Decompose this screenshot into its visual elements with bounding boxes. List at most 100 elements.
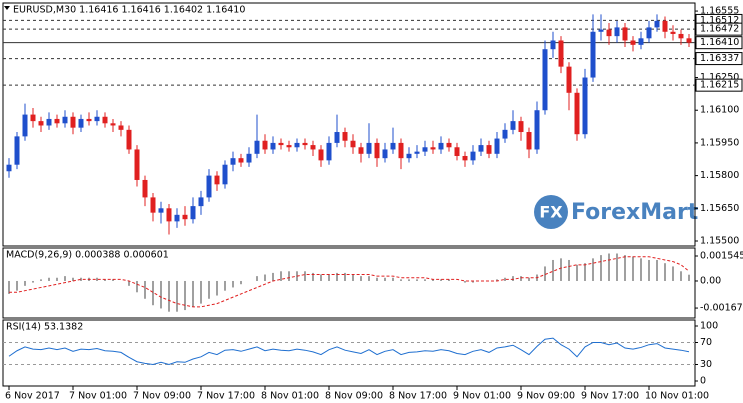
candle-body <box>358 147 364 154</box>
candle-body <box>222 164 228 185</box>
candle-body <box>486 145 492 154</box>
candle-body <box>30 114 36 122</box>
candle-body <box>214 175 220 185</box>
candle-body <box>6 164 12 172</box>
x-tick-label: 7 Nov 01:00 <box>69 391 127 402</box>
candle-body <box>334 132 340 143</box>
x-tick-label: 7 Nov 09:00 <box>133 391 191 402</box>
candle-body <box>366 142 372 154</box>
candle-body <box>350 140 356 148</box>
candle-body <box>182 214 188 220</box>
y-tick-label: -0.001675 <box>700 303 743 314</box>
candle-body <box>526 132 532 150</box>
candle-body <box>454 147 460 156</box>
candle-body <box>262 140 268 150</box>
candle-body <box>294 142 300 148</box>
candle-body <box>422 147 428 152</box>
candle-body <box>638 38 644 45</box>
candle-body <box>606 29 612 37</box>
candle-body <box>190 206 196 220</box>
level-label: 1.16472 <box>700 24 739 35</box>
level-label-box <box>695 22 743 36</box>
candle-body <box>38 121 44 126</box>
y-tick-label: 1.16250 <box>700 72 739 83</box>
panel-title: MACD(9,26,9) 0.000388 0.000601 <box>6 250 169 261</box>
candle-body <box>662 20 668 32</box>
candle-body <box>510 121 516 130</box>
candle-body <box>110 123 116 126</box>
candle-body <box>142 179 148 198</box>
watermark: FX ForexMart <box>534 195 699 229</box>
panel-border <box>2 319 696 387</box>
y-tick-label: 70 <box>700 337 712 348</box>
candle-body <box>670 31 676 34</box>
signal-line <box>9 256 690 308</box>
x-tick-label: 9 Nov 01:00 <box>453 391 511 402</box>
watermark-text: ForexMart <box>571 200 699 225</box>
menu-arrow <box>4 6 10 10</box>
x-tick-label: 8 Nov 17:00 <box>389 391 447 402</box>
x-tick-label: 10 Nov 01:00 <box>645 391 709 402</box>
candle-body <box>342 132 348 141</box>
panel-title: EURUSD,M30 1.16416 1.16416 1.16402 1.164… <box>13 5 245 16</box>
candle-body <box>310 145 316 150</box>
candle-body <box>254 140 260 154</box>
level-label: 1.16215 <box>700 80 739 91</box>
candle-body <box>270 142 276 150</box>
rsi-line <box>8 337 690 366</box>
level-label: 1.16512 <box>700 15 739 26</box>
x-tick-label: 6 Nov 2017 <box>5 391 60 402</box>
candle-body <box>566 66 572 93</box>
candle-body <box>318 149 324 161</box>
candle-body <box>518 121 524 133</box>
y-tick-label: 1.15500 <box>700 235 739 246</box>
y-tick-label: 1.15950 <box>700 137 739 148</box>
candle-body <box>438 142 444 150</box>
candle-body <box>590 31 596 78</box>
candle-body <box>230 158 236 165</box>
candle-body <box>686 38 692 43</box>
level-label: 1.16337 <box>700 53 739 64</box>
candle-body <box>654 20 660 28</box>
candle-body <box>470 151 476 161</box>
candle-body <box>70 116 76 128</box>
x-tick-label: 9 Nov 17:00 <box>581 391 639 402</box>
panel-border <box>2 2 696 247</box>
y-tick-label: 1.15650 <box>700 203 739 214</box>
y-tick-label: 1.16555 <box>700 6 739 17</box>
candle-body <box>246 153 252 163</box>
x-tick-label: 7 Nov 17:00 <box>197 391 255 402</box>
candle-body <box>62 116 68 124</box>
candle-body <box>278 142 284 146</box>
candle-body <box>134 149 140 180</box>
panel-border <box>2 247 696 319</box>
x-tick-label: 8 Nov 09:00 <box>325 391 383 402</box>
logo-circle <box>534 195 568 229</box>
candle-body <box>54 118 60 124</box>
candle-body <box>678 33 684 39</box>
candle-body <box>550 40 556 50</box>
logo-text: FX <box>539 203 563 222</box>
candle-body <box>174 214 180 222</box>
candle-body <box>126 129 132 150</box>
candle-body <box>534 110 540 150</box>
candle-body <box>502 129 508 139</box>
candle-body <box>598 29 604 32</box>
candle-body <box>446 142 452 148</box>
candle-body <box>622 27 628 41</box>
level-label-box <box>695 78 743 92</box>
y-tick-label: 1.15800 <box>700 170 739 181</box>
y-tick-label: 0 <box>700 375 706 386</box>
candle-body <box>398 142 404 159</box>
candle-body <box>494 138 500 154</box>
candle-body <box>542 49 548 111</box>
y-tick-label: 0.001545 <box>700 251 743 262</box>
candle-body <box>462 155 468 161</box>
x-tick-label: 8 Nov 01:00 <box>261 391 319 402</box>
candle-body <box>14 136 20 165</box>
candle-body <box>406 153 412 159</box>
candle-body <box>46 118 52 126</box>
candle-body <box>150 197 156 213</box>
